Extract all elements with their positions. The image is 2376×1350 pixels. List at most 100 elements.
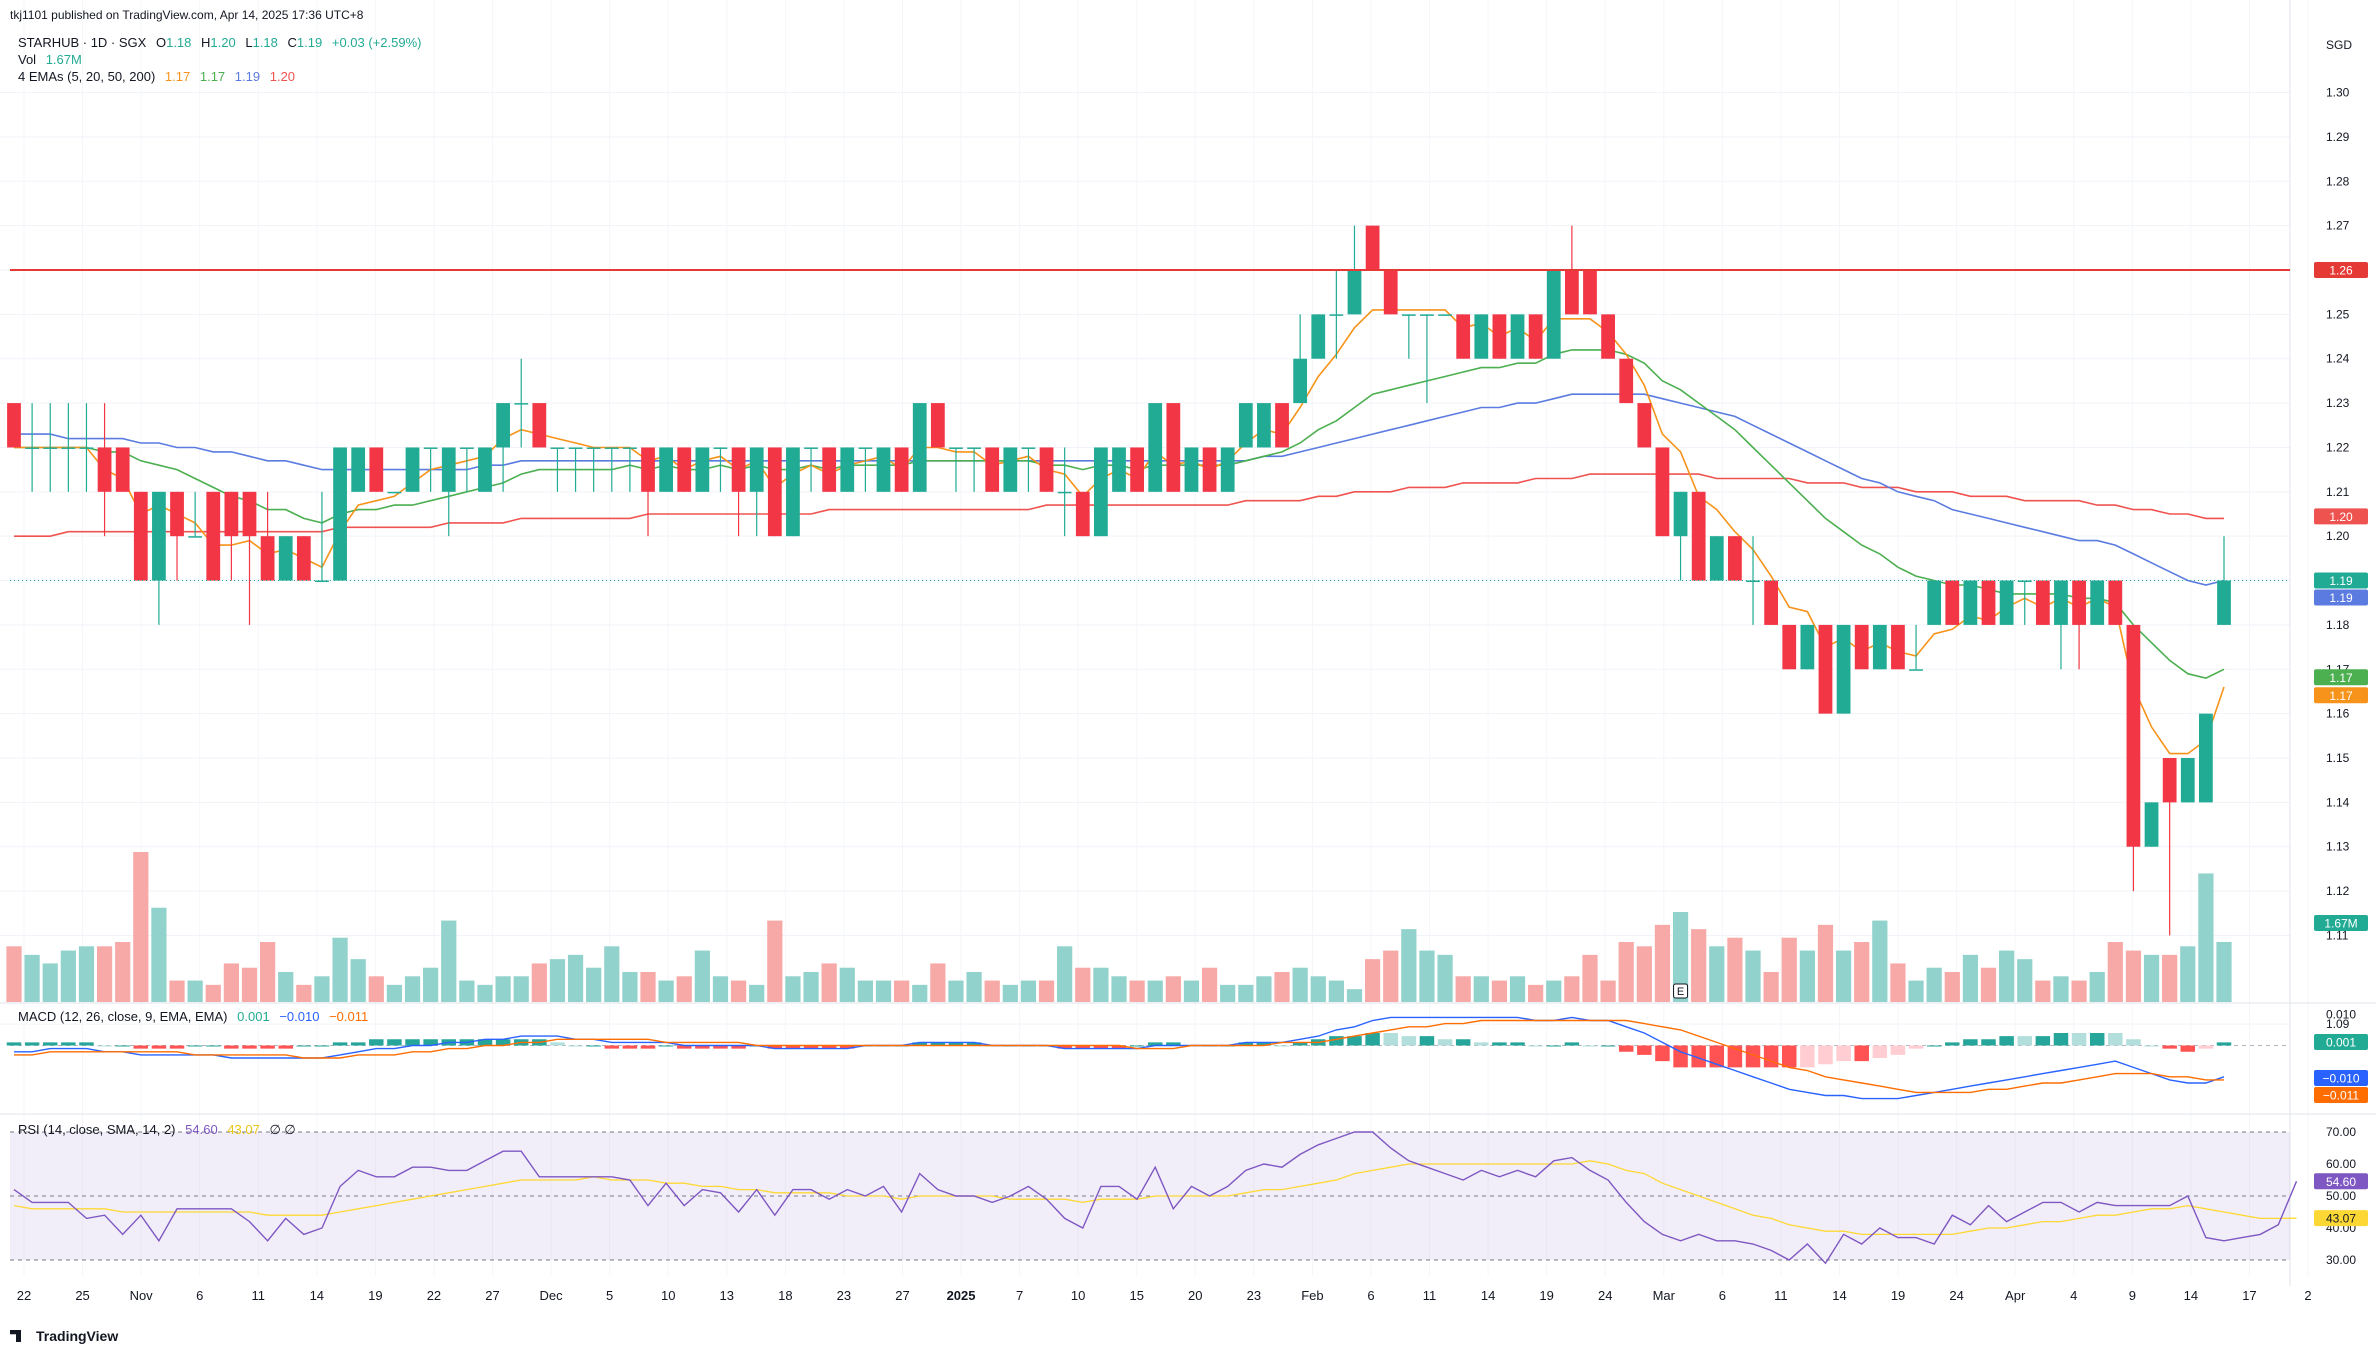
time-tick-label: Feb	[1301, 1288, 1323, 1303]
volume-bar	[2180, 946, 2196, 1002]
macd-histogram-bar	[2108, 1033, 2123, 1046]
macd-histogram-bar	[1673, 1045, 1688, 1068]
volume-bar	[1292, 967, 1308, 1002]
volume-bar	[60, 950, 76, 1002]
time-tick-label: 9	[2129, 1288, 2136, 1303]
candle-body	[641, 447, 655, 492]
candle-body	[1474, 314, 1489, 359]
volume-bar	[1908, 980, 1924, 1002]
candle-body	[623, 447, 637, 449]
macd-histogram-bar	[24, 1042, 40, 1046]
macd-histogram-bar	[115, 1045, 130, 1047]
resistance-price-tag: 1.26	[2329, 264, 2353, 278]
time-axis[interactable]: 22 25 Nov 6 11 14 19 22 27 Dec 5 10 13 18 23 27 2025 7 10 1…	[17, 1288, 2312, 1303]
price-tick-label: 1.24	[2326, 352, 2350, 366]
volume-bar	[1727, 937, 1743, 1002]
macd-histogram-bar	[767, 1045, 783, 1049]
macd-histogram-bar	[1129, 1045, 1145, 1047]
volume-bar	[1147, 980, 1163, 1002]
volume-bar	[1473, 976, 1489, 1002]
candle-body	[876, 447, 891, 492]
macd-histogram-bar	[1474, 1042, 1489, 1046]
candle-body	[188, 536, 203, 538]
macd-histogram-bar	[332, 1042, 348, 1046]
ema-legend[interactable]: 4 EMAs (5, 20, 50, 200) 1.17 1.17 1.19 1…	[18, 69, 301, 84]
macd-histogram-bar	[785, 1045, 801, 1049]
volume-bar	[2071, 980, 2087, 1002]
time-tick-label: 4	[2070, 1288, 2077, 1303]
candle-body	[206, 491, 221, 581]
volume-legend[interactable]: Vol 1.67M	[18, 52, 88, 67]
candle-body	[1728, 536, 1742, 581]
candle-body	[1220, 447, 1235, 492]
rsi-legend[interactable]: RSI (14, close, SMA, 14, 2) 54.60 43.07 …	[18, 1122, 302, 1138]
candle-body	[61, 447, 76, 449]
candle-body	[25, 447, 39, 449]
macd-signal-value: −0.011	[329, 1009, 369, 1024]
candle-body	[1999, 580, 2014, 625]
volume-bar	[604, 946, 620, 1002]
macd-histogram-bar	[2053, 1033, 2069, 1046]
time-tick-label: 11	[252, 1288, 266, 1303]
tradingview-brand[interactable]: TradingView	[10, 1328, 118, 1344]
macd-legend[interactable]: MACD (12, 26, close, 9, EMA, EMA) 0.001 …	[18, 1009, 374, 1024]
macd-histogram-bar	[1546, 1045, 1561, 1047]
time-tick-label: 11	[1774, 1288, 1788, 1303]
time-tick-label: 2	[2304, 1288, 2311, 1303]
candle-body	[1637, 403, 1652, 448]
macd-histogram-bar	[314, 1045, 330, 1047]
candle-body	[152, 491, 166, 581]
candle-body	[1564, 270, 1579, 315]
time-tick-label: 14	[1481, 1288, 1495, 1303]
macd-histogram-bar	[1763, 1045, 1779, 1068]
candle-body	[1854, 624, 1869, 670]
symbol-legend[interactable]: STARHUB · 1D · SGX O1.18 H1.20 L1.18 C1.…	[18, 35, 427, 50]
macd-histogram-bar	[1800, 1045, 1815, 1068]
volume-bar	[567, 954, 584, 1002]
time-tick-label: 24	[1949, 1288, 1963, 1303]
candle-body	[1420, 314, 1434, 316]
ema5-price-tag: 1.17	[2329, 689, 2353, 703]
candle-body	[2072, 580, 2086, 625]
macd-histogram-bar	[2180, 1045, 2196, 1052]
currency-label[interactable]: SGD	[2326, 38, 2353, 52]
time-tick-label: 18	[778, 1288, 792, 1303]
rsi-tick-label: 70.00	[2326, 1125, 2356, 1139]
time-tick-label: 17	[2242, 1288, 2256, 1303]
volume-bar	[1618, 942, 1634, 1002]
volume-bar	[767, 920, 783, 1002]
volume-bar	[96, 946, 113, 1002]
rsi-ma-value: 43.07	[227, 1122, 260, 1137]
volume-bar	[1057, 946, 1073, 1002]
macd-histogram-bar	[405, 1039, 420, 1046]
candle-body	[713, 447, 728, 449]
volume-bar	[368, 976, 384, 1002]
time-tick-label: 23	[1247, 1288, 1261, 1303]
ohlc-open: O1.18	[155, 35, 192, 50]
macd-histogram-bar	[1528, 1045, 1543, 1047]
candle-body	[1021, 447, 1036, 449]
macd-histogram-bar	[1709, 1045, 1725, 1068]
macd-histogram-bar	[713, 1045, 728, 1049]
volume-bar	[803, 972, 819, 1002]
ema50-price-tag: 1.19	[2329, 591, 2353, 605]
volume-bar	[875, 980, 892, 1002]
time-tick-label: 20	[1188, 1288, 1202, 1303]
macd-histogram-bar	[1510, 1042, 1525, 1046]
symbol-name[interactable]: STARHUB · 1D · SGX	[18, 35, 147, 50]
ema20-price-tag-bg	[2314, 669, 2368, 686]
macd-line	[14, 1016, 2225, 1100]
candle-body	[1927, 580, 1942, 625]
macd-histogram-bar	[1329, 1036, 1344, 1046]
candle-body	[1709, 536, 1724, 581]
time-tick-label: 14	[310, 1288, 324, 1303]
candle-body	[695, 447, 710, 492]
volume-bar	[1093, 967, 1109, 1002]
macd-histogram-bar	[187, 1045, 203, 1047]
candle-body	[133, 491, 148, 581]
macd-hist-value: 0.001	[237, 1009, 270, 1024]
volume-bar	[1256, 976, 1272, 1002]
candle-body	[387, 491, 402, 494]
candle-body	[1673, 491, 1688, 537]
macd-histogram-bar	[79, 1042, 94, 1046]
